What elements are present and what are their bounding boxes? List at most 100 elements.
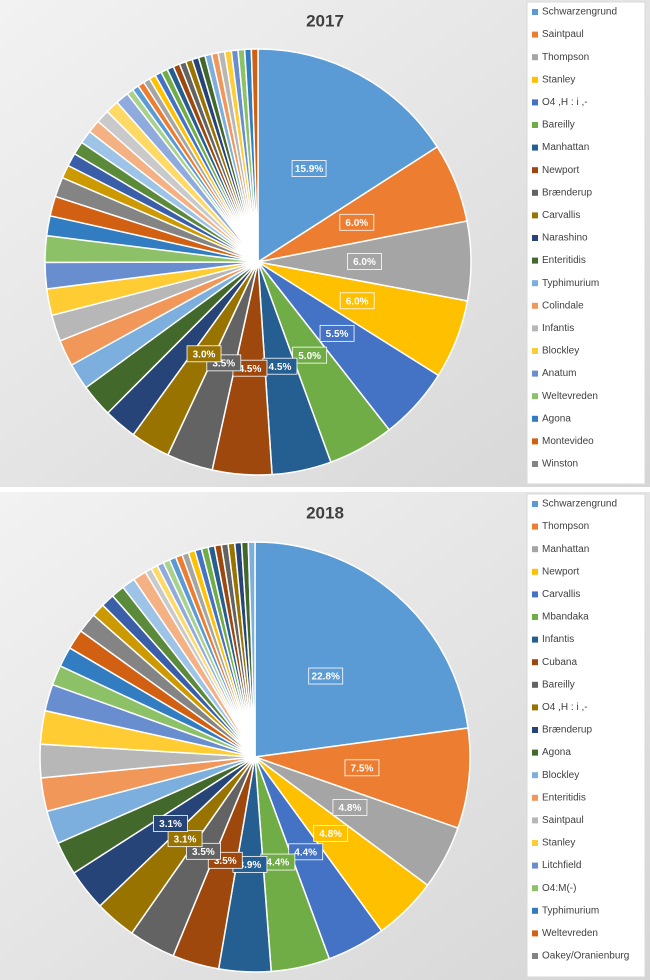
pie-slice [247, 541, 256, 758]
legend-label: O4:M(-) [542, 883, 576, 894]
data-label: 7.5% [351, 763, 374, 774]
legend-label: O4 ,H : i ,- [542, 97, 588, 108]
legend-label: Colindale [542, 300, 584, 311]
pie-slice [254, 727, 471, 830]
legend-label: Carvallis [542, 589, 580, 600]
legend-swatch [532, 302, 538, 309]
chart-title: 2018 [306, 503, 344, 522]
legend-swatch [532, 9, 538, 15]
legend-label: Manhattan [542, 142, 589, 153]
chart-title: 2017 [306, 11, 344, 30]
legend-label: Newport [542, 566, 579, 577]
legend-swatch [532, 348, 538, 354]
data-label: 4.8% [319, 829, 342, 840]
legend-swatch [532, 325, 538, 332]
legend-swatch [532, 370, 538, 377]
legend-label: Thompson [542, 521, 589, 532]
data-label-box [347, 253, 382, 270]
data-label-box [186, 842, 221, 860]
legend-swatch [532, 501, 538, 507]
legend-label: Saintpaul [542, 29, 584, 40]
chart-panel: 2017 15.9% 6.0% 6.0% 6.0% 5.5% 5.0% 4.5% 4.5% 3.5… [0, 0, 650, 487]
legend-swatch [532, 393, 538, 400]
legend-swatch [532, 54, 538, 61]
legend-swatch [532, 953, 538, 959]
data-label-box [339, 292, 375, 310]
data-label: 22.8% [312, 672, 340, 683]
legend-swatch [532, 280, 538, 287]
data-label: 6.0% [353, 257, 376, 268]
data-label: 3.9% [239, 860, 262, 871]
data-label-box [332, 798, 368, 816]
legend-swatch [532, 885, 538, 892]
data-label: 6.0% [346, 296, 369, 307]
legend-label: Bareilly [542, 679, 575, 690]
legend-label: Typhimurium [542, 278, 599, 289]
data-label: 3.0% [193, 349, 216, 360]
data-label-box [313, 824, 349, 842]
legend-label: Stanley [542, 74, 575, 85]
data-label-box [288, 843, 324, 861]
data-label: 3.1% [159, 819, 182, 830]
legend-label: Agona [542, 413, 571, 424]
legend-label: Bareilly [542, 120, 575, 131]
legend-label: Typhimurium [542, 905, 599, 916]
legend-label: Blockley [542, 770, 579, 781]
pie-slice [250, 48, 259, 263]
data-label: 4.4% [294, 847, 317, 858]
legend-label: Brænderup [542, 725, 592, 736]
legend-label: Saintpaul [542, 815, 584, 826]
legend-label: Enteritidis [542, 792, 586, 803]
data-label-box [339, 213, 375, 231]
legend-label: Enteritidis [542, 255, 586, 266]
data-label: 3.5% [214, 856, 237, 867]
legend-label: Weltevreden [542, 391, 598, 402]
legend-swatch [532, 614, 538, 620]
legend-box [526, 1, 646, 485]
legend-label: Carvallis [542, 210, 580, 221]
legend-label: Winston [542, 459, 578, 470]
data-label: 4.5% [239, 364, 262, 375]
data-label-box [319, 324, 355, 342]
legend-swatch [532, 167, 538, 174]
legend-label: Infantis [542, 323, 574, 334]
legend-swatch [532, 930, 538, 937]
legend-swatch [532, 659, 538, 666]
data-label: 5.5% [326, 329, 349, 340]
legend-label: Blockley [542, 346, 579, 357]
legend-swatch [532, 591, 538, 598]
legend-label: Mbandaka [542, 612, 589, 623]
legend-swatch [532, 461, 538, 467]
data-label-box [153, 815, 188, 832]
data-label: 3.1% [174, 834, 197, 845]
legend-swatch [532, 636, 538, 643]
legend-label: Agona [542, 747, 571, 758]
legend-swatch [532, 189, 538, 196]
data-label-box [308, 667, 344, 685]
data-label: 15.9% [295, 164, 323, 175]
legend-swatch [532, 31, 538, 38]
legend-swatch [532, 122, 538, 128]
legend-box [526, 493, 646, 978]
legend-swatch [532, 794, 538, 801]
data-label: 4.5% [269, 362, 292, 373]
legend-swatch [532, 727, 538, 733]
legend-swatch [532, 235, 538, 241]
legend-label: Litchfield [542, 860, 581, 871]
chart-panel: 201822.8%7.5%4.8%4.8%4.4%4.4%3.9%3.5%3.5… [0, 492, 650, 980]
legend-swatch [532, 772, 538, 779]
data-label-box [344, 759, 380, 777]
legend-label: Schwarzengrund [542, 499, 617, 510]
legend-label: Narashino [542, 233, 588, 244]
legend-label: Brænderup [542, 187, 592, 198]
legend-label: Cubana [542, 657, 577, 668]
legend-swatch [532, 99, 538, 106]
legend-label: Thompson [542, 52, 589, 63]
legend-swatch [532, 817, 538, 824]
data-label: 5.0% [298, 351, 321, 362]
data-label: 6.0% [345, 218, 368, 229]
legend-swatch [532, 76, 538, 83]
legend-label: Schwarzengrund [542, 7, 617, 18]
